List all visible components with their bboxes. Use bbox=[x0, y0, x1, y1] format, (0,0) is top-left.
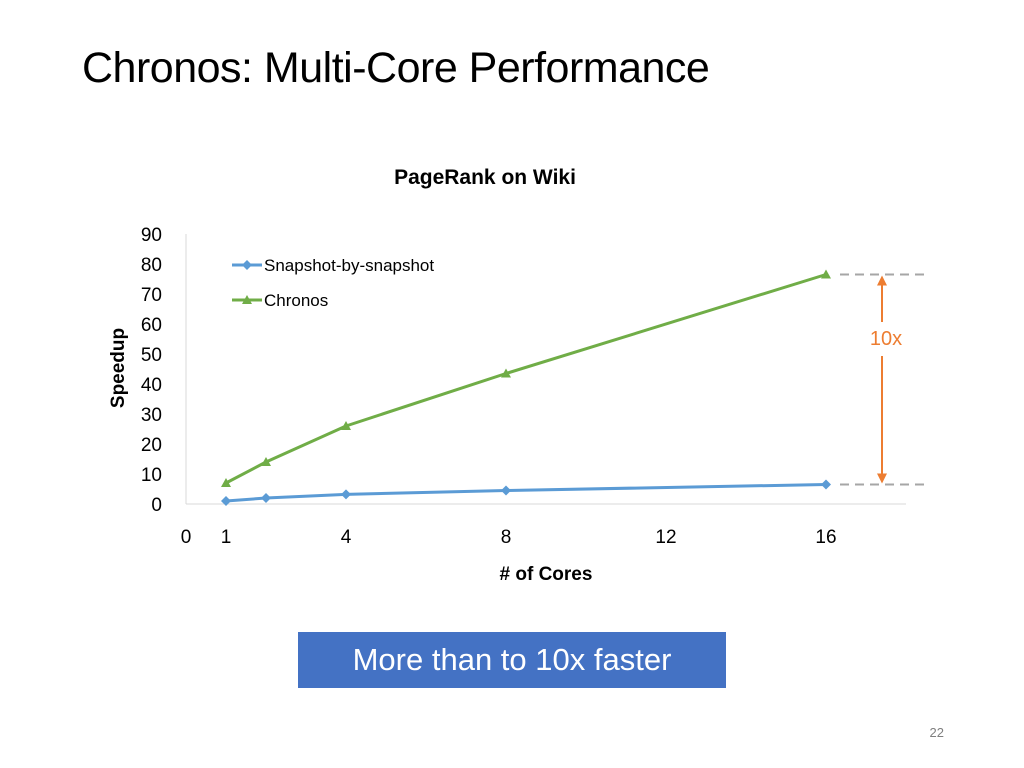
x-tick-labels: 0 1 4 8 12 16 bbox=[181, 527, 837, 548]
chart-title: PageRank on Wiki bbox=[394, 166, 576, 189]
data-point bbox=[221, 478, 231, 487]
annotation-label: 10x bbox=[870, 328, 902, 350]
data-point bbox=[501, 368, 511, 378]
y-tick-label: 50 bbox=[141, 345, 162, 366]
legend-swatch-marker bbox=[242, 260, 252, 270]
data-point bbox=[821, 479, 831, 490]
callout-box: More than to 10x faster bbox=[298, 632, 726, 688]
chart-series bbox=[221, 269, 831, 506]
data-point bbox=[821, 269, 831, 279]
x-tick-label: 0 bbox=[181, 527, 192, 548]
y-tick-label: 70 bbox=[141, 285, 162, 306]
y-tick-label: 40 bbox=[141, 375, 162, 396]
data-point bbox=[341, 421, 351, 430]
y-tick-label: 60 bbox=[141, 315, 162, 336]
speedup-chart: PageRank on Wiki 0 10 20 30 40 50 60 70 80 90 0 1 4… bbox=[108, 166, 925, 585]
x-tick-label: 8 bbox=[501, 527, 512, 548]
speedup-annotation: 10x bbox=[840, 273, 925, 486]
data-point bbox=[261, 457, 271, 466]
y-tick-label: 90 bbox=[141, 225, 162, 246]
y-tick-labels: 0 10 20 30 40 50 60 70 80 90 bbox=[141, 225, 162, 516]
chart-axes bbox=[185, 234, 906, 505]
chart-legend: Snapshot-by-snapshot Chronos bbox=[232, 256, 434, 310]
slide-title: Chronos: Multi-Core Performance bbox=[82, 44, 710, 92]
series-line bbox=[225, 483, 827, 503]
y-tick-label: 0 bbox=[151, 495, 162, 516]
x-tick-label: 4 bbox=[341, 527, 352, 548]
legend-label: Chronos bbox=[264, 291, 328, 310]
annotation-arrowhead-down bbox=[877, 473, 887, 484]
legend-label: Snapshot-by-snapshot bbox=[264, 256, 434, 275]
x-axis-label: # of Cores bbox=[500, 564, 593, 585]
x-tick-label: 1 bbox=[221, 527, 232, 548]
data-point bbox=[261, 493, 271, 503]
annotation-arrowhead-up bbox=[877, 275, 887, 286]
y-tick-label: 80 bbox=[141, 255, 162, 276]
data-point bbox=[501, 485, 511, 496]
data-point bbox=[341, 489, 351, 500]
y-axis-label: Speedup bbox=[108, 328, 129, 408]
x-tick-label: 12 bbox=[655, 527, 676, 548]
legend-swatch-marker bbox=[242, 295, 252, 304]
y-tick-label: 30 bbox=[141, 405, 162, 426]
data-point bbox=[221, 496, 231, 506]
page-number: 22 bbox=[929, 725, 944, 740]
x-tick-label: 16 bbox=[815, 527, 836, 548]
y-tick-label: 20 bbox=[141, 435, 162, 456]
y-tick-label: 10 bbox=[141, 465, 162, 486]
